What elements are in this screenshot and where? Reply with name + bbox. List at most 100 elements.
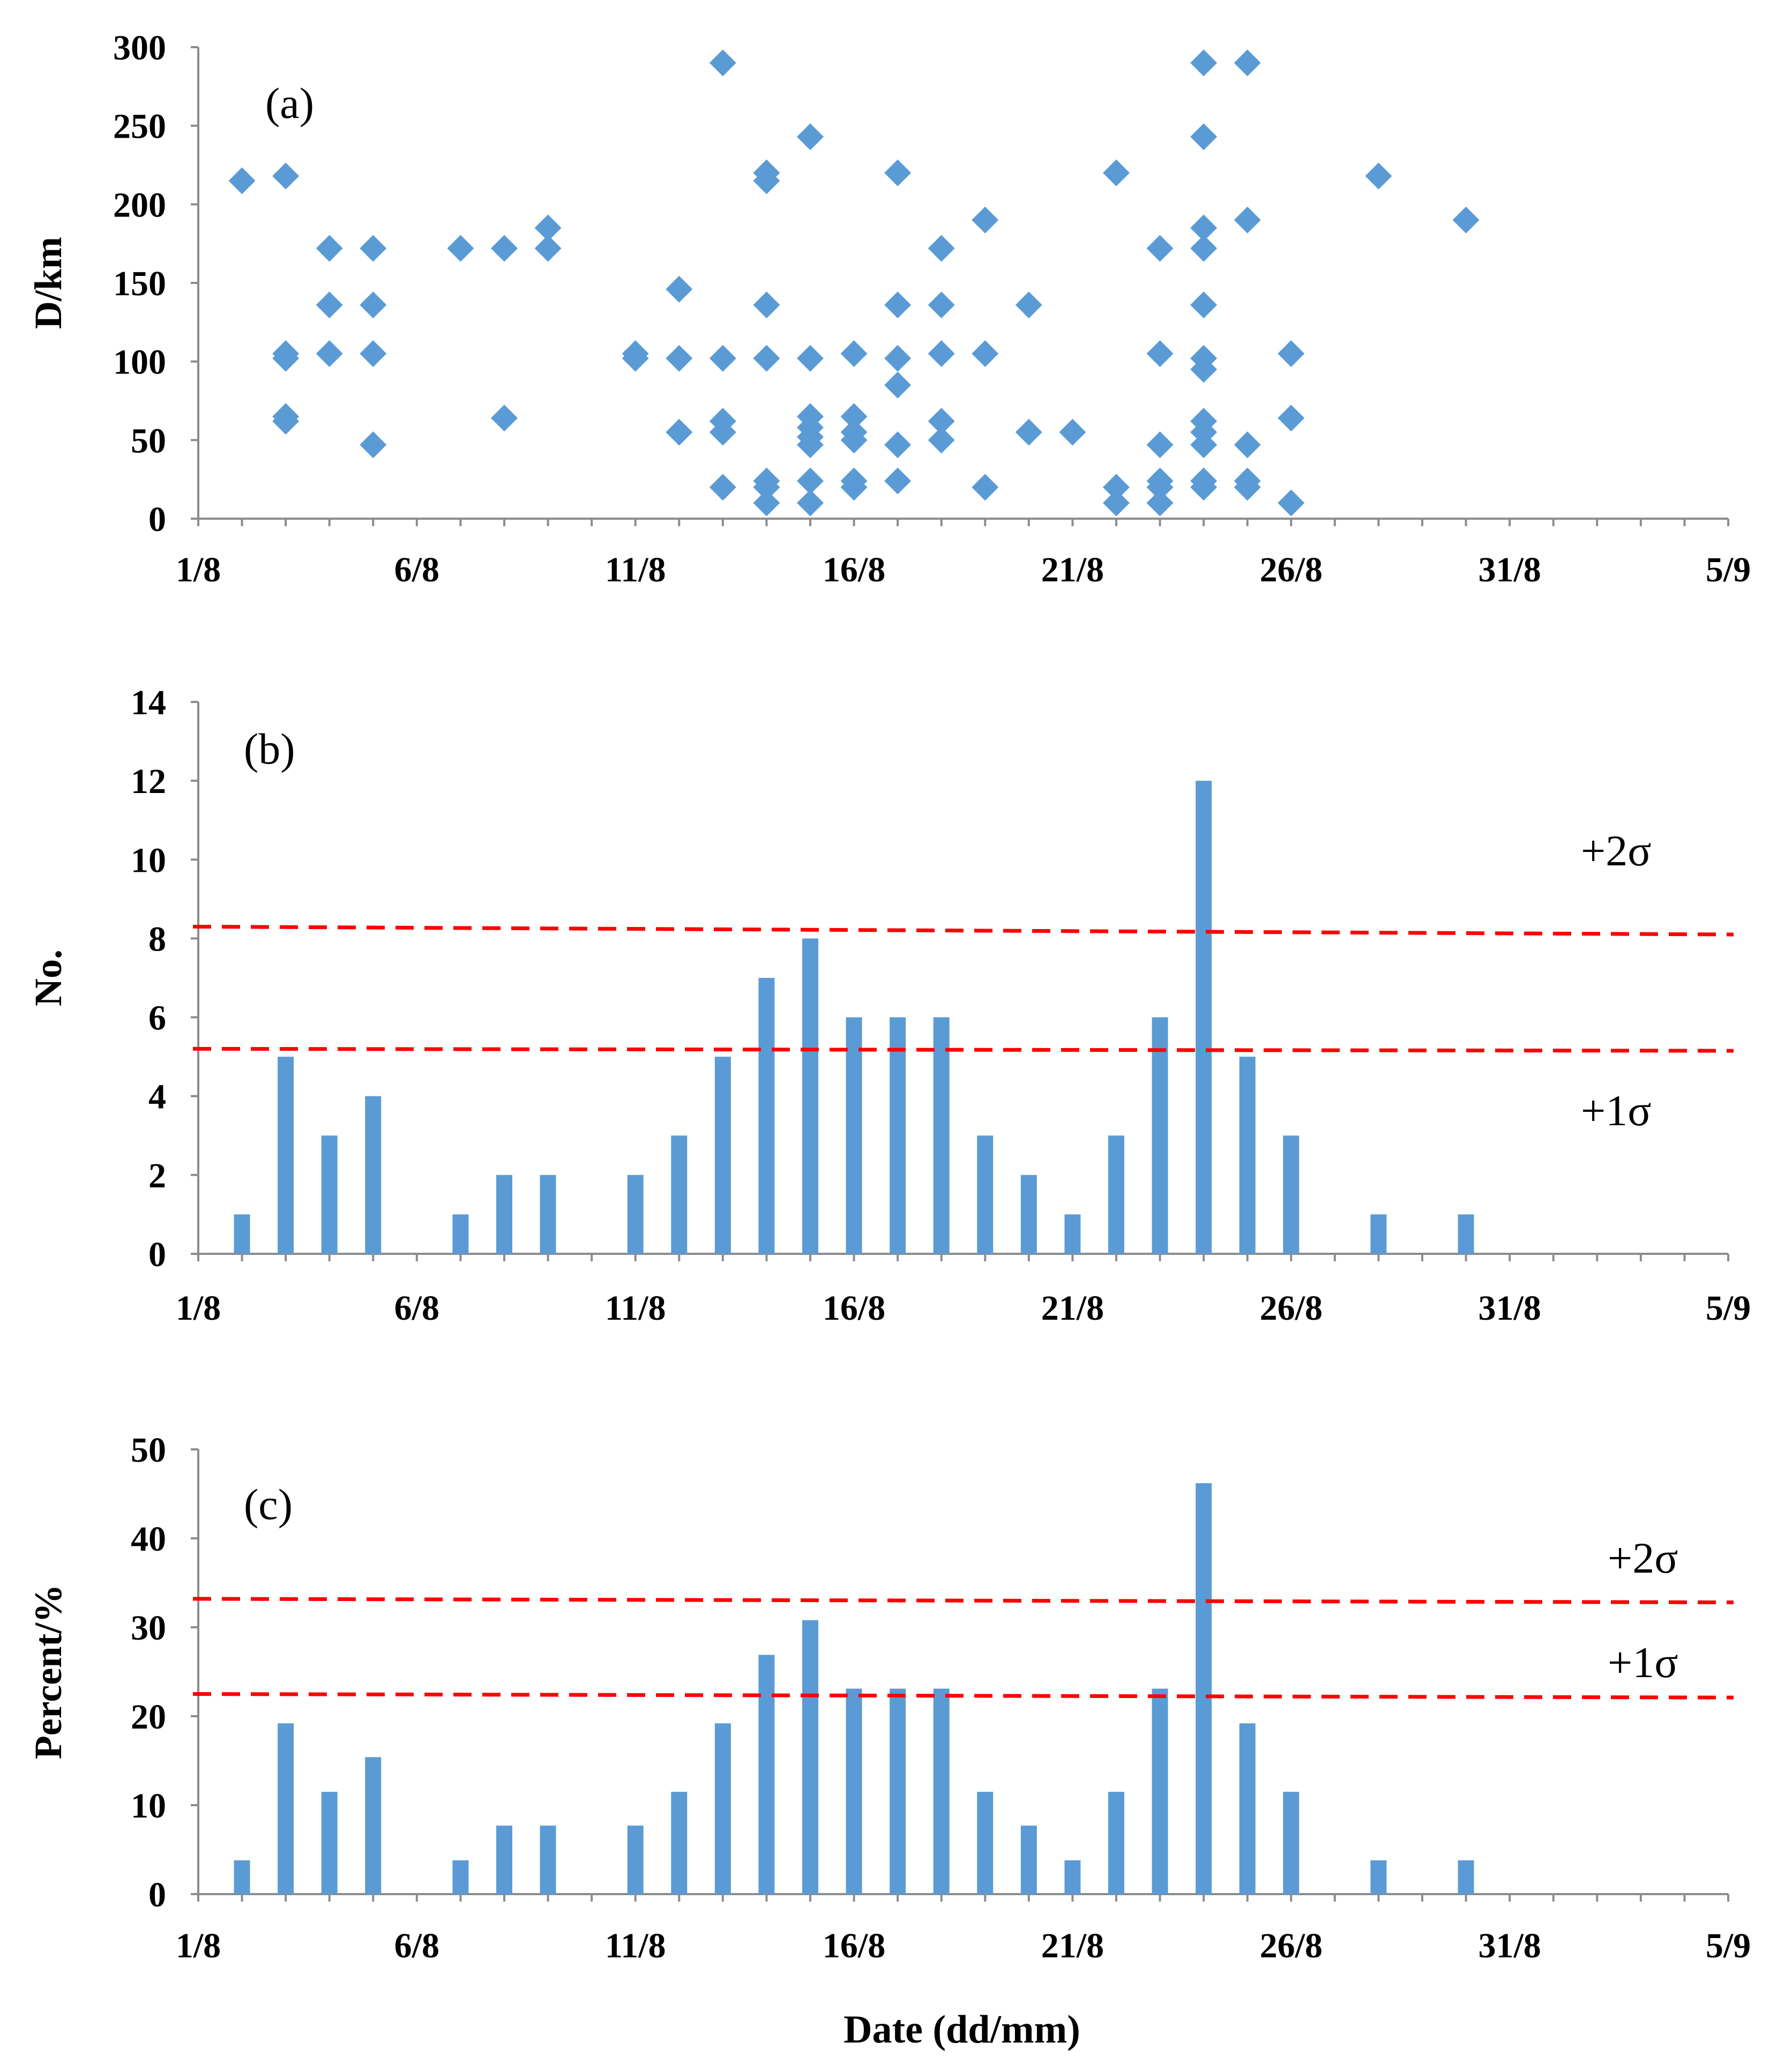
y-tick-label: 200 xyxy=(113,185,166,225)
bar xyxy=(1064,1214,1081,1254)
x-tick-label: 1/8 xyxy=(176,1289,221,1328)
bar xyxy=(933,1017,950,1254)
panel-a-axes: 0 50 100 150 200 250 300 1/8 6/8 11/8 16/8 21/8 26/8… xyxy=(113,28,1751,589)
threshold-label: +2σ xyxy=(1608,1534,1678,1582)
x-tick-label: 31/8 xyxy=(1478,1926,1541,1965)
bar xyxy=(933,1688,950,1894)
bar xyxy=(452,1860,469,1894)
scatter-point xyxy=(360,291,387,319)
bar xyxy=(234,1860,250,1894)
y-tick-label: 2 xyxy=(148,1156,166,1195)
bar xyxy=(627,1826,644,1894)
scatter-point xyxy=(840,427,868,454)
scatter-point xyxy=(1234,474,1261,501)
scatter-point xyxy=(228,167,256,195)
scatter-point xyxy=(1234,206,1261,234)
scatter-point xyxy=(1103,489,1130,517)
x-tick-label: 16/8 xyxy=(823,1926,885,1965)
bar xyxy=(234,1214,250,1254)
scatter-point xyxy=(272,162,300,190)
scatter-point xyxy=(928,408,955,435)
scatter-point xyxy=(1190,214,1218,242)
bar xyxy=(1370,1860,1387,1894)
bar xyxy=(1239,1723,1256,1894)
panel-b-threshold-lines: +2σ +1σ xyxy=(192,826,1734,1135)
panel-a-ylabel: D/km xyxy=(27,237,70,329)
x-tick-label: 6/8 xyxy=(394,1926,439,1965)
scatter-point xyxy=(1278,489,1305,517)
scatter-point xyxy=(840,403,868,430)
x-tick-label: 21/8 xyxy=(1041,1926,1104,1965)
x-tick-label: 5/9 xyxy=(1706,1289,1751,1328)
bar xyxy=(1020,1175,1037,1254)
scatter-point xyxy=(1190,431,1218,459)
bar xyxy=(846,1688,862,1894)
x-tick-label: 6/8 xyxy=(394,550,439,589)
bar xyxy=(278,1723,294,1894)
panel-c-ylabel: Percent/% xyxy=(27,1584,70,1760)
y-tick-label: 0 xyxy=(148,1235,166,1274)
panel-b-label: (b) xyxy=(244,724,295,773)
bar xyxy=(1370,1214,1387,1254)
bar xyxy=(802,938,818,1254)
threshold-line xyxy=(192,924,1734,937)
bar xyxy=(496,1175,512,1254)
y-tick-label: 4 xyxy=(148,1078,166,1117)
scatter-point xyxy=(928,235,955,262)
scatter-point xyxy=(1190,49,1218,77)
scatter-point xyxy=(797,489,824,517)
bar xyxy=(452,1214,469,1254)
x-tick-label: 21/8 xyxy=(1041,1289,1104,1328)
x-tick-label: 1/8 xyxy=(176,550,221,589)
y-tick-label: 8 xyxy=(148,919,166,959)
scatter-point xyxy=(1146,235,1174,262)
scatter-point xyxy=(316,340,343,367)
scatter-point xyxy=(797,123,824,151)
scatter-point xyxy=(1146,489,1174,517)
scatter-point xyxy=(972,206,999,234)
x-tick-label: 6/8 xyxy=(394,1289,439,1328)
bar xyxy=(1108,1792,1124,1894)
y-tick-label: 150 xyxy=(113,264,166,303)
bar xyxy=(1064,1860,1081,1894)
bar xyxy=(1283,1792,1300,1894)
bar xyxy=(321,1135,338,1254)
scatter-point xyxy=(1234,49,1261,77)
scatter-point xyxy=(884,371,912,399)
bar xyxy=(977,1135,994,1254)
threshold-label: +1σ xyxy=(1608,1638,1678,1687)
x-tick-label: 26/8 xyxy=(1260,550,1323,589)
x-tick-label: 1/8 xyxy=(176,1926,221,1965)
scatter-point xyxy=(1278,340,1305,367)
scatter-point xyxy=(447,235,474,262)
bar xyxy=(278,1057,294,1254)
y-tick-label: 20 xyxy=(131,1697,166,1737)
bar xyxy=(802,1620,818,1894)
scatter-point xyxy=(534,214,562,242)
scatter-point xyxy=(840,474,868,501)
x-tick-label: 11/8 xyxy=(605,550,666,589)
bar xyxy=(758,1655,775,1894)
scatter-point xyxy=(797,467,824,495)
bar xyxy=(977,1792,994,1894)
scatter-point xyxy=(1103,474,1130,501)
bar xyxy=(1239,1057,1256,1254)
scatter-point xyxy=(1015,291,1042,319)
scatter-point xyxy=(1190,474,1218,501)
x-tick-label: 31/8 xyxy=(1478,1289,1541,1328)
scatter-point xyxy=(1365,162,1392,190)
scatter-point xyxy=(1190,291,1218,319)
scatter-point xyxy=(884,467,912,495)
scatter-point xyxy=(928,291,955,319)
scatter-point xyxy=(666,275,693,303)
y-tick-label: 6 xyxy=(148,999,166,1038)
scatter-point xyxy=(622,345,649,372)
panel-c-label: (c) xyxy=(244,1480,293,1529)
bar xyxy=(1196,781,1212,1254)
scatter-point xyxy=(360,431,387,459)
scatter-point xyxy=(1103,159,1130,186)
bar xyxy=(890,1688,906,1894)
x-tick-label: 21/8 xyxy=(1041,550,1104,589)
threshold-line xyxy=(192,1046,1734,1053)
scatter-point xyxy=(1278,405,1305,432)
